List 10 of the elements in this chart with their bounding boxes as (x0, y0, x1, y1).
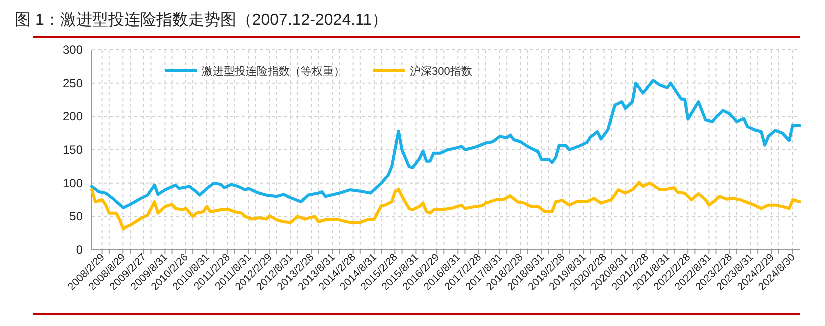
y-tick-label: 200 (62, 110, 84, 124)
y-tick-label: 0 (76, 243, 84, 257)
y-tick-label: 300 (62, 43, 84, 57)
title: 图 1：激进型投连险指数走势图（2007.12-2024.11） (15, 12, 388, 29)
y-tick-label: 100 (62, 176, 84, 190)
y-tick-label: 250 (62, 76, 84, 90)
legend-label: 激进型投连险指数（等权重） (202, 65, 345, 78)
legend-label: 沪深300指数 (410, 65, 472, 78)
y-tick-label: 150 (62, 143, 84, 157)
y-tick-label: 50 (70, 210, 84, 224)
